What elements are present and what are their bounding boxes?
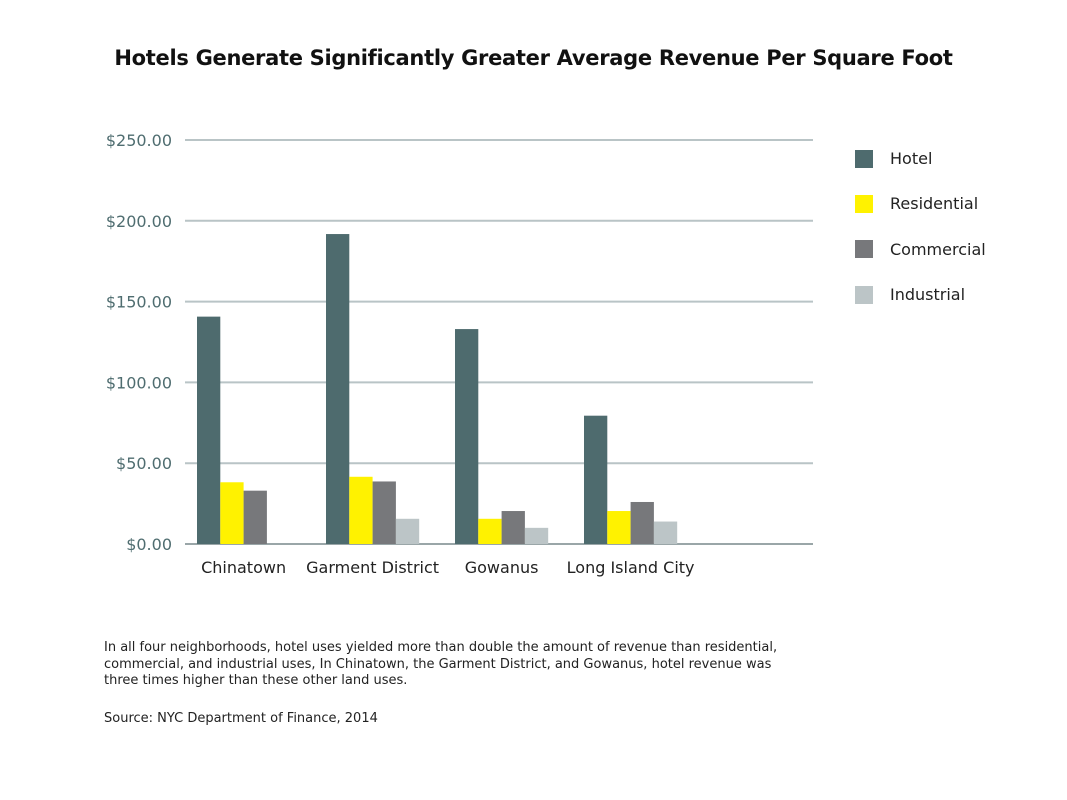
- legend-item: Commercial: [855, 227, 986, 272]
- bar-hotel: [584, 415, 608, 544]
- bar-residential: [349, 476, 373, 544]
- chart-note: In all four neighborhoods, hotel uses yi…: [104, 640, 778, 688]
- legend-item: Hotel: [855, 136, 986, 181]
- y-tick-label: $150.00: [106, 293, 172, 312]
- bar-hotel: [326, 234, 350, 544]
- y-tick-label: $100.00: [106, 373, 172, 392]
- legend: Hotel Residential Commercial Industrial: [855, 136, 986, 317]
- source-note: Source: NYC Department of Finance, 2014: [104, 711, 378, 726]
- chart-title: Hotels Generate Significantly Greater Av…: [114, 46, 953, 70]
- legend-label: Hotel: [890, 149, 933, 169]
- legend-swatch: [855, 149, 873, 168]
- legend-label: Industrial: [890, 285, 966, 305]
- y-tick-label: $0.00: [126, 535, 172, 554]
- bar-industrial: [395, 518, 420, 544]
- legend-item: Industrial: [855, 272, 986, 317]
- y-tick-label: $250.00: [106, 131, 172, 150]
- x-category-label: Gowanus: [465, 558, 539, 577]
- legend-swatch: [855, 285, 873, 304]
- bar-residential: [478, 518, 502, 544]
- bar-commercial: [372, 481, 396, 544]
- legend-label: Residential: [890, 194, 979, 214]
- legend-swatch: [855, 240, 873, 259]
- bar-residential: [607, 511, 631, 544]
- bar-commercial: [243, 490, 267, 544]
- y-tick-label: $200.00: [106, 212, 172, 231]
- legend-label: Commercial: [890, 239, 986, 259]
- x-category-label: Long Island City: [567, 558, 695, 577]
- bar-residential: [220, 482, 244, 544]
- bar-industrial: [653, 521, 678, 544]
- bar-hotel: [455, 329, 479, 544]
- bar-industrial: [524, 527, 549, 544]
- bar-commercial: [501, 511, 525, 544]
- bar-hotel: [197, 316, 221, 544]
- x-category-label: Garment District: [306, 558, 439, 577]
- bar-commercial: [630, 501, 654, 544]
- y-tick-label: $50.00: [116, 454, 172, 473]
- legend-swatch: [855, 194, 873, 213]
- x-category-label: Chinatown: [201, 558, 286, 577]
- legend-item: Residential: [855, 181, 986, 226]
